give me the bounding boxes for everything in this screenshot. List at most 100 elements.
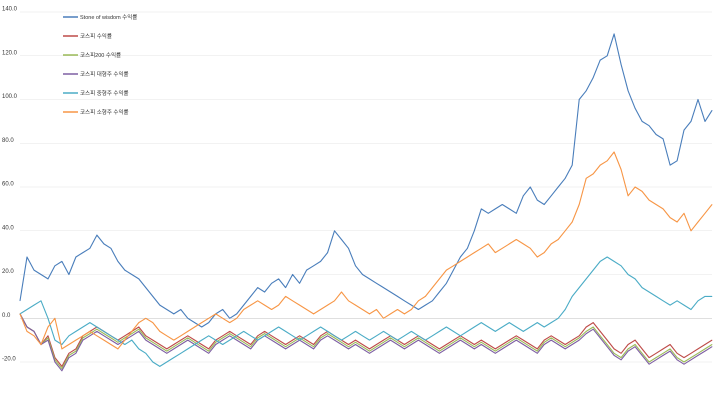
- data-point: [124, 337, 126, 339]
- data-point: [599, 335, 601, 337]
- data-point: [376, 282, 377, 284]
- data-point: [418, 339, 419, 341]
- data-point: [103, 339, 105, 341]
- data-point: [327, 333, 328, 334]
- data-point: [543, 339, 545, 341]
- data-point: [152, 295, 154, 297]
- data-point: [145, 317, 147, 319]
- y-tick-label: 60.0: [2, 182, 14, 188]
- data-point: [201, 346, 203, 348]
- data-point: [285, 344, 287, 345]
- data-point: [571, 164, 573, 166]
- data-point: [669, 350, 671, 352]
- data-point: [411, 304, 412, 306]
- data-point: [620, 265, 622, 267]
- data-point: [655, 357, 657, 359]
- data-point: [152, 339, 154, 341]
- data-point: [250, 304, 252, 306]
- data-point: [494, 350, 496, 352]
- data-point: [278, 339, 280, 341]
- data-point: [68, 274, 70, 275]
- data-point: [466, 330, 468, 332]
- data-point: [208, 350, 210, 352]
- legend-label: 코스피 대형주 수익률: [80, 70, 129, 78]
- data-point: [124, 339, 126, 341]
- data-point: [75, 339, 77, 341]
- data-point: [257, 335, 259, 337]
- data-point: [404, 348, 405, 350]
- data-point: [306, 269, 307, 271]
- data-point: [117, 260, 119, 262]
- data-point: [131, 333, 133, 334]
- data-point: [473, 346, 475, 348]
- data-point: [529, 326, 531, 328]
- data-point: [159, 344, 161, 345]
- data-point: [383, 341, 384, 343]
- data-point: [110, 247, 112, 249]
- data-point: [243, 341, 245, 343]
- data-point: [236, 339, 238, 341]
- data-point: [655, 204, 657, 205]
- data-point: [187, 337, 189, 339]
- data-point: [641, 287, 643, 289]
- data-point: [194, 326, 196, 328]
- data-point: [341, 239, 342, 240]
- data-point: [690, 120, 692, 122]
- data-point: [26, 326, 28, 328]
- data-point: [131, 274, 133, 275]
- data-point: [215, 344, 217, 345]
- data-point: [355, 341, 356, 343]
- data-point: [452, 269, 454, 271]
- y-tick-label: 140.0: [2, 7, 18, 13]
- data-point: [536, 352, 538, 354]
- data-point: [348, 335, 349, 337]
- data-point: [613, 348, 615, 350]
- data-point: [655, 134, 657, 135]
- y-tick-label: 80.0: [2, 138, 14, 144]
- data-point: [571, 295, 573, 297]
- data-point: [676, 359, 678, 361]
- data-point: [634, 278, 636, 280]
- data-point: [397, 295, 398, 297]
- data-point: [536, 256, 538, 258]
- data-point: [529, 247, 531, 249]
- data-point: [376, 309, 377, 310]
- data-point: [606, 339, 608, 341]
- data-point: [40, 274, 42, 275]
- data-point: [564, 348, 566, 350]
- data-point: [96, 326, 98, 328]
- data-point: [522, 341, 524, 343]
- data-point: [432, 335, 433, 337]
- data-point: [348, 346, 349, 348]
- data-point: [166, 350, 168, 352]
- data-point: [529, 346, 531, 348]
- data-point: [543, 344, 545, 345]
- data-point: [529, 348, 531, 350]
- data-point: [683, 361, 685, 363]
- data-point: [159, 365, 161, 367]
- data-point: [620, 64, 622, 65]
- data-point: [557, 341, 559, 343]
- data-point: [166, 335, 168, 337]
- data-point: [334, 300, 335, 302]
- data-point: [627, 274, 629, 275]
- data-point: [613, 33, 615, 35]
- data-point: [501, 326, 503, 328]
- data-point: [508, 341, 510, 343]
- data-point: [683, 212, 685, 214]
- data-point: [425, 344, 426, 345]
- legend-label: 코스피200 수익률: [80, 51, 121, 59]
- data-point: [320, 335, 321, 337]
- data-point: [68, 352, 70, 354]
- data-point: [320, 309, 321, 310]
- data-point: [243, 330, 245, 332]
- data-point: [313, 330, 314, 332]
- data-point: [201, 339, 203, 341]
- data-point: [138, 330, 140, 332]
- data-point: [585, 333, 587, 334]
- data-point: [138, 322, 140, 324]
- data-point: [243, 304, 245, 306]
- data-point: [487, 346, 489, 348]
- data-point: [606, 346, 608, 348]
